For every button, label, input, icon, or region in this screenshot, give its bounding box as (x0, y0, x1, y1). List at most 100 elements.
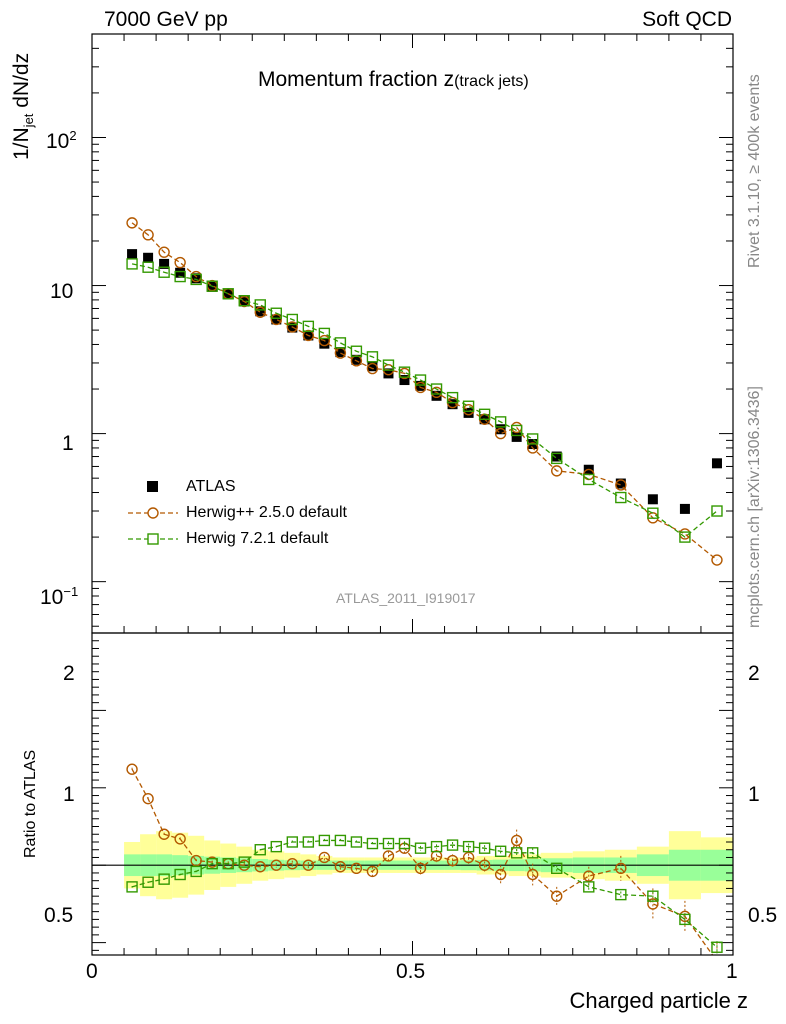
legend-label-atlas: ATLAS (186, 478, 236, 495)
herwig7-data-point (583, 473, 595, 486)
herwigpp-ratio-point (126, 763, 138, 775)
herwig7-ratio-group (126, 834, 723, 954)
y-tick-label-3: 102 (46, 128, 77, 154)
ratio-tick-label-left-1: 1 (63, 783, 75, 806)
herwigpp-data-point (526, 442, 539, 454)
herwigpp-ratio-point (526, 868, 539, 881)
herwig7-data-point (142, 261, 154, 273)
y-axis-label: 1/Njet dN/dz (10, 53, 36, 160)
data-series (126, 217, 723, 966)
herwigpp-ratio-group (126, 763, 722, 966)
herwigpp-data-point (711, 554, 723, 566)
herwigpp-data-point (158, 246, 170, 258)
atlas-data-point (647, 494, 658, 505)
mcplots-label: mcplots.cern.ch [arXiv:1306.3436] (746, 386, 763, 628)
herwig7-ratio-point (583, 881, 595, 893)
herwig7-data-point (318, 327, 331, 340)
atlas-data-point (191, 273, 202, 284)
herwig7-data-point (462, 400, 475, 412)
herwigpp-ratio-point (712, 956, 722, 966)
ratio-axis-label: Ratio to ATLAS (22, 749, 39, 858)
herwigpp-data-point (302, 329, 315, 342)
herwig7-data-point (647, 507, 659, 519)
herwig7-data-point (679, 531, 691, 543)
legend-marker-herwig7 (147, 533, 159, 545)
herwigpp-ratio-point (430, 850, 443, 862)
y-tick-label-2: 10 (50, 280, 74, 303)
herwig7-data-point (615, 491, 627, 504)
herwig7-ratio-point (318, 834, 331, 847)
header-left: 7000 GeV pp (104, 8, 228, 31)
herwigpp-ratio-point (615, 862, 627, 875)
herwig7-data-point (238, 295, 250, 307)
y-tick-label-0: 10−1 (40, 584, 78, 610)
herwigpp-ratio-point (414, 862, 427, 875)
herwigpp-ratio-point (551, 890, 563, 902)
herwigpp-ratio-point (318, 851, 331, 864)
ratio-tick-label-left-2: 2 (63, 662, 75, 685)
y-tick-label-0-base: 10 (40, 586, 64, 609)
herwigpp-data-point (414, 381, 427, 394)
x-tick-label-2: 1 (726, 960, 738, 983)
herwig7-ratio-point (222, 857, 234, 870)
herwig7-ratio-point (126, 881, 138, 893)
atlas-data-point (223, 289, 234, 300)
atlas-data-point (271, 314, 282, 325)
herwig7-data-point (206, 280, 218, 292)
herwigpp-ratio-point (583, 870, 595, 882)
herwig7-data-point (526, 433, 539, 445)
herwigpp-data-point (551, 465, 563, 477)
herwigpp-data-point (270, 313, 282, 326)
y-tick-label-0-exp: −1 (63, 584, 79, 599)
herwigpp-ratio-point (270, 859, 282, 871)
ratio-tick-label-right-0: 0.5 (748, 904, 778, 927)
herwig7-data-point (286, 313, 299, 326)
herwig7-data-point (302, 320, 315, 333)
herwigpp-ratio-point (254, 861, 266, 873)
herwig7-ratio-point (238, 856, 250, 868)
herwig7-ratio-point (398, 837, 411, 850)
herwig7-data-point (190, 273, 202, 286)
ratio-plot-frame (91, 632, 734, 956)
atlas-data-point (319, 338, 330, 349)
herwig7-ratio-point (382, 837, 395, 850)
herwig7-data-point (446, 391, 459, 404)
herwigpp-ratio-point (462, 851, 475, 864)
herwig7-data-point (270, 307, 282, 319)
herwig7-data-point (478, 408, 491, 421)
herwig7-ratio-point (270, 840, 282, 853)
plot-title-main: Momentum fraction z (258, 68, 455, 91)
herwig7-ratio-point (430, 840, 443, 853)
herwigpp-ratio-point (478, 859, 491, 871)
atlas-data-point (143, 252, 154, 263)
herwig7-data-point (254, 299, 266, 311)
herwig7-data-point (551, 452, 563, 465)
herwigpp-data-point (318, 334, 331, 347)
atlas-data-point (127, 249, 138, 260)
herwig7-data-point (494, 416, 507, 428)
herwig7-ratio-point (711, 941, 723, 953)
herwigpp-ratio-point (446, 854, 459, 867)
x-tick-label-0: 0 (86, 960, 98, 983)
herwig7-ratio-point (526, 847, 539, 859)
herwig7-ratio-point (286, 836, 299, 848)
herwig7-ratio-point (462, 840, 475, 853)
atlas-data-point (679, 503, 690, 514)
ratio-tick-label-right-2: 2 (748, 662, 760, 685)
herwig7-data-point (414, 374, 427, 386)
y-tick-label-3-base: 10 (46, 130, 70, 153)
y-axis-label-a: 1/N (10, 127, 33, 160)
legend-label-herwigpp: Herwig++ 2.5.0 default (186, 504, 347, 521)
atlas-data-point (255, 306, 266, 317)
herwigpp-data-point (494, 427, 507, 440)
herwig7-ratio-point (142, 876, 154, 888)
herwig7-data-point (430, 383, 443, 395)
herwig7-ratio-point (446, 839, 459, 851)
herwig7-ratio-point (302, 836, 315, 848)
herwig7-data-point (366, 351, 379, 363)
herwigpp-ratio-point (334, 861, 347, 873)
herwigpp-data-point (366, 362, 379, 375)
herwigpp-ratio-point (286, 857, 299, 870)
atlas-data-point (175, 267, 186, 278)
herwig7-ratio-point (334, 834, 347, 847)
